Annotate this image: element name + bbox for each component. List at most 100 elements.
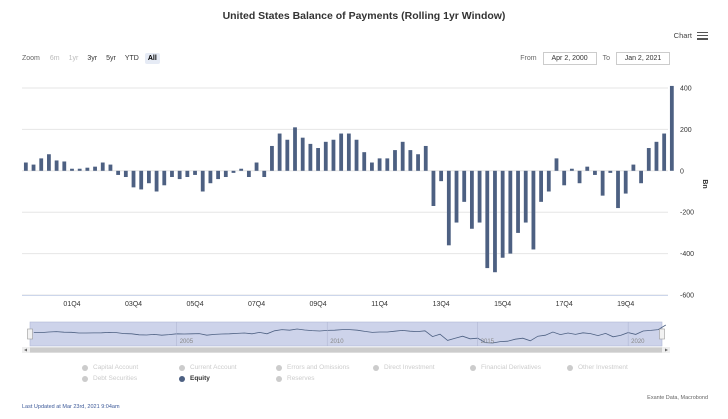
equity-bar[interactable] xyxy=(339,133,344,171)
equity-bar[interactable] xyxy=(31,164,36,171)
equity-bar[interactable] xyxy=(277,133,282,171)
equity-bar[interactable] xyxy=(493,170,497,273)
equity-bar[interactable] xyxy=(516,170,520,233)
equity-bar[interactable] xyxy=(385,158,390,171)
equity-bar[interactable] xyxy=(216,170,221,180)
equity-bar[interactable] xyxy=(462,170,467,202)
equity-bar[interactable] xyxy=(539,170,544,202)
equity-bar[interactable] xyxy=(585,166,590,171)
legend-item[interactable]: Current Account xyxy=(179,364,276,371)
equity-bar[interactable] xyxy=(346,133,351,171)
to-date-input[interactable]: Jan 2, 2021 xyxy=(616,52,670,65)
zoom-ytd-button[interactable]: YTD xyxy=(124,55,139,62)
equity-bar[interactable] xyxy=(485,170,490,269)
equity-bar[interactable] xyxy=(623,170,628,194)
equity-bar[interactable] xyxy=(123,170,128,178)
navigator-scrollbar-thumb[interactable] xyxy=(30,347,662,353)
equity-bar[interactable] xyxy=(200,170,205,192)
chart-menu-button[interactable]: Chart xyxy=(674,31,708,40)
equity-bar[interactable] xyxy=(662,133,667,171)
equity-bar[interactable] xyxy=(316,148,320,171)
equity-bar[interactable] xyxy=(600,170,605,196)
equity-bar[interactable] xyxy=(469,170,474,229)
from-date-input[interactable]: Apr 2, 2000 xyxy=(542,52,597,65)
zoom-3yr-button[interactable]: 3yr xyxy=(87,55,98,62)
equity-bar[interactable] xyxy=(23,162,28,171)
equity-bar[interactable] xyxy=(593,170,597,175)
equity-bar[interactable] xyxy=(177,170,182,180)
equity-bar[interactable] xyxy=(531,170,536,250)
equity-bar[interactable] xyxy=(377,158,382,171)
equity-bar[interactable] xyxy=(362,152,367,171)
equity-bar[interactable] xyxy=(208,170,213,184)
equity-bar[interactable] xyxy=(108,164,113,171)
equity-bar[interactable] xyxy=(231,170,236,173)
equity-bar[interactable] xyxy=(93,166,97,171)
equity-bar[interactable] xyxy=(631,164,636,171)
equity-bar[interactable] xyxy=(639,170,643,184)
equity-bar[interactable] xyxy=(116,170,121,175)
equity-bar[interactable] xyxy=(400,141,405,171)
equity-bar[interactable] xyxy=(85,167,90,171)
equity-bar[interactable] xyxy=(308,143,313,171)
equity-bar[interactable] xyxy=(254,162,259,171)
legend-item[interactable]: Financial Derivatives xyxy=(470,364,567,371)
equity-bar[interactable] xyxy=(477,170,482,223)
legend-item[interactable]: Direct Investment xyxy=(373,364,470,371)
equity-bar[interactable] xyxy=(446,170,451,246)
equity-bar[interactable] xyxy=(131,170,136,188)
equity-bar[interactable] xyxy=(70,168,74,171)
zoom-all-button[interactable]: All xyxy=(144,53,160,64)
equity-bar[interactable] xyxy=(293,127,297,171)
equity-bar[interactable] xyxy=(416,154,420,171)
equity-bar[interactable] xyxy=(423,145,428,171)
equity-bar[interactable] xyxy=(193,170,197,175)
equity-bar[interactable] xyxy=(616,170,620,209)
legend-item[interactable]: Other Investment xyxy=(567,364,664,371)
equity-bar[interactable] xyxy=(546,170,551,192)
equity-bar[interactable] xyxy=(239,168,244,171)
equity-bar[interactable] xyxy=(577,170,582,184)
equity-bar[interactable] xyxy=(562,170,567,186)
equity-bar[interactable] xyxy=(39,158,44,171)
legend-item[interactable]: Equity xyxy=(179,375,276,382)
navigator-right-handle[interactable] xyxy=(659,328,665,340)
equity-bar[interactable] xyxy=(508,170,513,254)
equity-bar[interactable] xyxy=(431,170,436,206)
equity-bar[interactable] xyxy=(162,170,167,186)
navigator-left-handle[interactable] xyxy=(27,328,33,340)
equity-bar[interactable] xyxy=(500,170,505,258)
zoom-6m-button[interactable]: 6m xyxy=(49,55,60,62)
legend-item[interactable]: Debt Securities xyxy=(82,375,179,382)
equity-bar[interactable] xyxy=(646,148,651,171)
scroll-right-arrow-icon[interactable] xyxy=(665,348,668,352)
equity-bar[interactable] xyxy=(100,162,105,171)
equity-bar[interactable] xyxy=(554,158,559,171)
equity-bar[interactable] xyxy=(523,170,528,223)
equity-bar[interactable] xyxy=(246,170,251,178)
equity-bar[interactable] xyxy=(300,137,305,171)
equity-bar[interactable] xyxy=(654,141,659,171)
equity-bar[interactable] xyxy=(154,170,159,192)
equity-bar[interactable] xyxy=(223,170,228,178)
equity-bar[interactable] xyxy=(185,170,190,178)
equity-bar[interactable] xyxy=(608,170,613,173)
equity-bar[interactable] xyxy=(370,162,374,171)
equity-bar[interactable] xyxy=(285,139,290,171)
equity-bar[interactable] xyxy=(393,150,397,171)
equity-bar[interactable] xyxy=(323,141,328,171)
equity-bar[interactable] xyxy=(569,168,574,171)
equity-bar[interactable] xyxy=(354,139,359,171)
equity-bar[interactable] xyxy=(62,161,67,171)
equity-bar[interactable] xyxy=(270,145,274,171)
zoom-1yr-button[interactable]: 1yr xyxy=(68,55,79,62)
equity-bar[interactable] xyxy=(170,170,174,178)
legend-item[interactable]: Capital Account xyxy=(82,364,179,371)
equity-bar[interactable] xyxy=(439,170,444,182)
navigator[interactable]: 2005 2010 2015 2020 xyxy=(22,321,670,353)
equity-bar[interactable] xyxy=(669,85,674,171)
equity-bar[interactable] xyxy=(77,168,82,171)
scroll-left-arrow-icon[interactable] xyxy=(24,348,27,352)
zoom-5yr-button[interactable]: 5yr xyxy=(106,55,116,62)
equity-bar[interactable] xyxy=(47,154,51,171)
